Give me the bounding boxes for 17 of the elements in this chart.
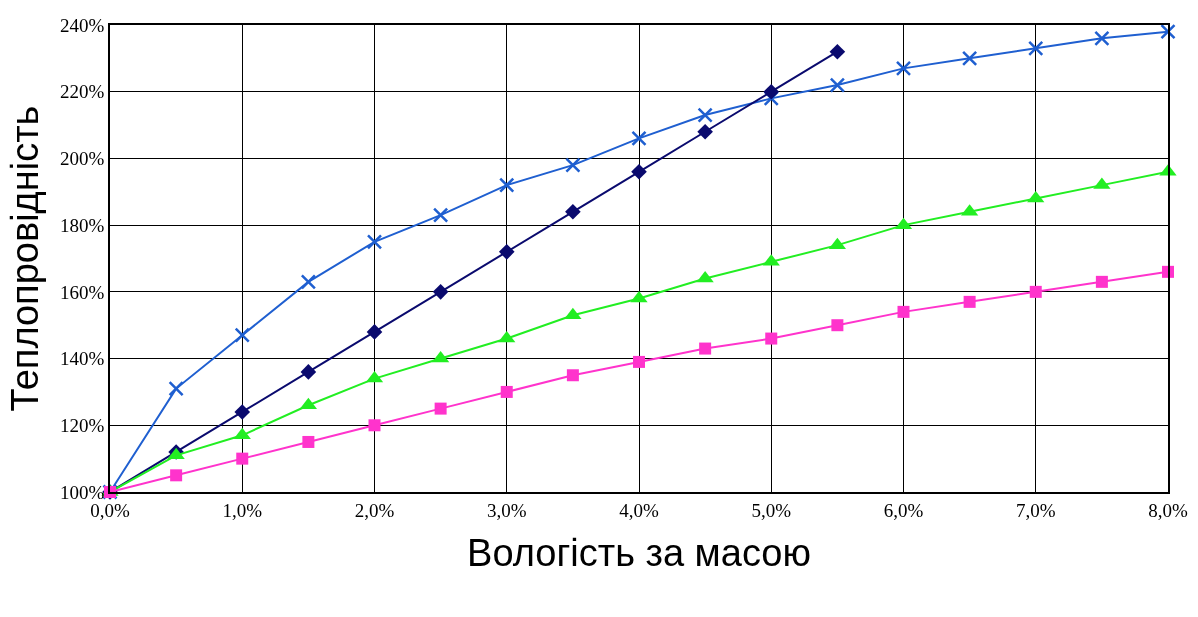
y-tick-label: 180%	[60, 214, 105, 236]
y-tick-label: 160%	[60, 281, 105, 303]
y-tick-label: 240%	[60, 14, 105, 36]
y-tick-label: 140%	[60, 348, 105, 370]
x-tick-label: 1,0%	[222, 499, 263, 521]
x-tick-label: 5,0%	[751, 499, 792, 521]
x-tick-label: 4,0%	[619, 499, 659, 521]
x-axis-title: Вологість за масою	[467, 532, 811, 575]
y-tick-label: 200%	[60, 148, 105, 170]
x-tick-label: 3,0%	[486, 499, 527, 521]
x-tick-label: 6,0%	[883, 499, 924, 521]
x-tick-label: 7,0%	[1015, 499, 1056, 521]
y-tick-label: 220%	[60, 81, 105, 103]
x-tick-label: 8,0%	[1148, 499, 1188, 521]
y-tick-label: 120%	[60, 414, 105, 436]
x-tick-label: 2,0%	[354, 499, 395, 521]
y-axis-title: Теплопровідність	[3, 105, 46, 412]
